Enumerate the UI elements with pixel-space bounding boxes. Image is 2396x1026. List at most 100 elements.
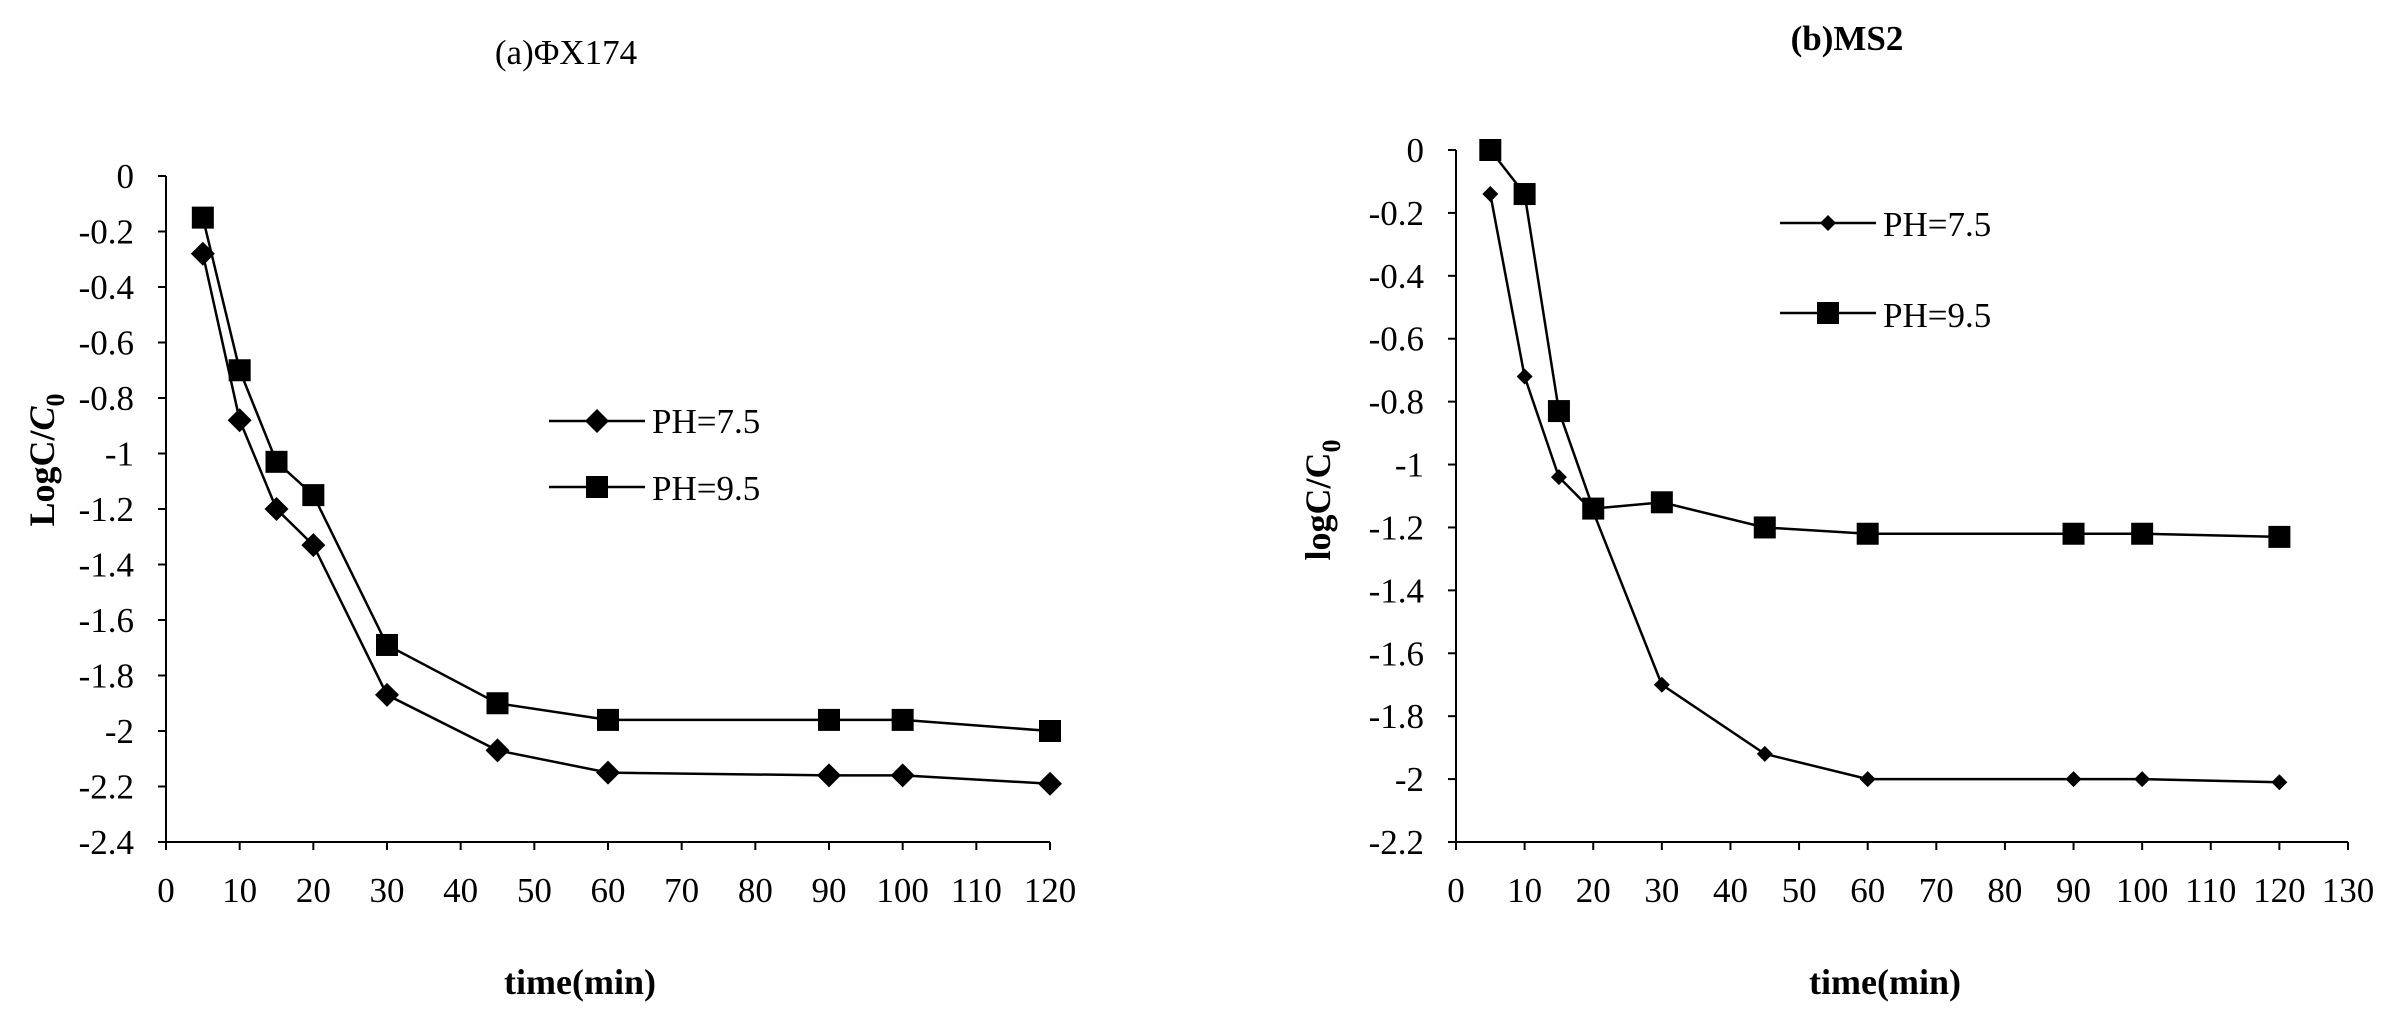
chart-a-y-tick-label: -0.2: [79, 213, 134, 252]
chart-a-data-point-1: [1039, 720, 1061, 742]
chart-a-y-tick-label: -0.8: [79, 379, 134, 418]
chart-b-data-point-0: [1516, 368, 1533, 385]
chart-b-y-tick-label: -0.8: [1369, 383, 1424, 422]
chart-a-data-point-0: [485, 738, 510, 763]
chart-panel-b: (b)MS2 0 -0.2 -0.4 -0.6 -0.8 -1 -1.2 -1.4 -1.6 -1…: [1298, 19, 2374, 1002]
chart-b-data-point-1: [1582, 497, 1605, 520]
chart-a-y-axis-label-sub: 0: [41, 393, 70, 406]
chart-b-x-tick-label: 40: [1713, 871, 1748, 910]
chart-b-y-tick-label: 0: [1407, 131, 1425, 170]
chart-b-x-tick-label: 20: [1576, 871, 1611, 910]
chart-b-x-tick-label: 110: [2185, 871, 2236, 910]
chart-b-legend-marker-ph75: [1820, 215, 1836, 231]
chart-b-x-tick-label: 100: [2116, 871, 2169, 910]
chart-b-y-tick-label: -1.4: [1369, 571, 1424, 610]
chart-b-data-point-0: [1482, 186, 1499, 203]
chart-b-data-point-1: [1479, 139, 1502, 161]
chart-b-y-tick-label: -1.8: [1369, 697, 1424, 736]
chart-panel-a: (a)ΦX174 0 -0.2 -0.4 -0.6 -0.8 -1 -1.2 -1.4 -1.6…: [22, 33, 1076, 1002]
chart-b-legend: PH=7.5 PH=9.5: [1780, 205, 1991, 335]
chart-b-x-tick-label: 70: [1919, 871, 1954, 910]
chart-b-y-tick-label: -0.4: [1369, 257, 1424, 296]
chart-b-data-point-0: [2065, 771, 2082, 788]
chart-a-y-tick-label: -1.2: [79, 490, 134, 529]
chart-b-y-tick-label: -0.6: [1369, 320, 1424, 359]
chart-a-x-tick-label: 0: [157, 871, 175, 910]
chart-a-x-tick-label: 110: [951, 871, 1002, 910]
chart-b-legend-label-ph75: PH=7.5: [1883, 205, 1991, 244]
chart-a-data-point-1: [891, 708, 914, 731]
chart-a-data-point-0: [1038, 771, 1062, 796]
chart-b-x-tick-label: 0: [1447, 871, 1465, 910]
chart-b-series-markers: [1479, 139, 2291, 791]
chart-a-y-tick-label: -0.4: [79, 268, 134, 307]
chart-b-y-axis-label: logC/C0: [1298, 440, 1346, 561]
chart-a-y-tick-label: -2.4: [79, 823, 134, 862]
chart-a-series-lines: [201, 217, 1051, 785]
chart-a-x-tick-label: 70: [664, 871, 699, 910]
chart-b-data-point-1: [1650, 491, 1673, 514]
chart-b-x-tick-label: 90: [2056, 871, 2091, 910]
chart-b-data-point-1: [1856, 522, 1879, 545]
chart-b-series-line-0: [1489, 193, 2280, 784]
chart-a-data-point-0: [596, 760, 620, 785]
chart-b-title: (b)MS2: [1791, 19, 1904, 58]
chart-b-data-point-1: [2268, 525, 2291, 548]
chart-a-x-axis-label: time(min): [504, 962, 656, 1002]
chart-b-data-point-0: [2271, 774, 2288, 791]
chart-a-data-point-1: [597, 708, 619, 731]
chart-b-x-tick-label: 80: [1987, 871, 2022, 910]
chart-a-y-tick-label: -1: [105, 435, 134, 474]
chart-a-y-tick-label: -1.6: [79, 601, 134, 640]
chart-b-y-tick-label: -1: [1395, 446, 1424, 485]
chart-a-y-tick-label: -1.8: [79, 657, 134, 696]
chart-a-y-tick-label: -0.6: [79, 324, 134, 363]
chart-b-x-tick-label: 10: [1507, 871, 1542, 910]
chart-a-data-point-1: [302, 484, 325, 507]
chart-a-data-point-0: [301, 533, 326, 558]
chart-a-legend-label-ph75: PH=7.5: [652, 402, 760, 441]
chart-b-x-ticks: 0 10 20 30 40 50 60 70 80 90 100 110 120 130: [1447, 842, 2374, 910]
chart-b-series-line-1: [1489, 149, 2280, 539]
chart-a-data-point-1: [486, 692, 509, 715]
chart-a-y-axis-label-main: LogC/: [22, 430, 62, 527]
chart-a-data-point-0: [264, 497, 289, 521]
chart-a-y-axis-label-italic: C: [22, 406, 62, 431]
chart-a-data-point-0: [375, 682, 399, 707]
chart-a-x-tick-label: 20: [296, 871, 331, 910]
chart-a-legend-marker-ph95: [586, 476, 608, 498]
chart-a-x-tick-label: 50: [517, 871, 552, 910]
chart-b-data-point-0: [1653, 676, 1670, 693]
chart-a-data-point-0: [890, 763, 915, 788]
chart-b-x-tick-label: 120: [2253, 871, 2306, 910]
chart-a-data-point-0: [817, 763, 841, 788]
chart-a-x-tick-label: 90: [812, 871, 847, 910]
chart-a-x-tick-label: 30: [370, 871, 405, 910]
chart-a-legend: PH=7.5 PH=9.5: [549, 402, 760, 508]
chart-b-data-point-1: [1513, 183, 1536, 206]
chart-a-x-tick-label: 40: [443, 871, 478, 910]
chart-a-y-tick-label: 0: [117, 157, 135, 196]
chart-a-y-tick-label: -2: [105, 712, 134, 751]
chart-a-y-tick-label: -1.4: [79, 546, 134, 585]
chart-b-y-tick-label: -1.2: [1369, 508, 1424, 547]
chart-a-x-tick-label: 60: [591, 871, 626, 910]
chart-a-series-line-0: [201, 253, 1051, 785]
chart-a-data-point-1: [818, 708, 840, 731]
chart-b-x-tick-label: 130: [2322, 871, 2375, 910]
chart-b-data-point-0: [2134, 771, 2151, 788]
chart-a-legend-label-ph95: PH=9.5: [652, 469, 760, 508]
chart-a-data-point-1: [376, 633, 398, 656]
chart-b-y-axis-label-sub: 0: [1317, 440, 1346, 453]
chart-a-x-ticks: 0 10 20 30 40 50 60 70 80 90 100 110 120: [157, 842, 1076, 910]
chart-b-x-axis-label: time(min): [1809, 962, 1961, 1002]
chart-a-y-tick-label: -2.2: [79, 768, 134, 807]
chart-b-y-tick-label: -1.6: [1369, 634, 1424, 673]
chart-a-data-point-1: [191, 206, 214, 229]
chart-b-y-ticks: 0 -0.2 -0.4 -0.6 -0.8 -1 -1.2 -1.4 -1.6 -1.8 -2 -2.…: [1369, 131, 1456, 862]
chart-a-series-line-1: [201, 217, 1051, 733]
chart-a-data-point-1: [228, 359, 251, 382]
chart-b-data-point-0: [1550, 469, 1567, 486]
chart-a-x-tick-label: 80: [738, 871, 773, 910]
